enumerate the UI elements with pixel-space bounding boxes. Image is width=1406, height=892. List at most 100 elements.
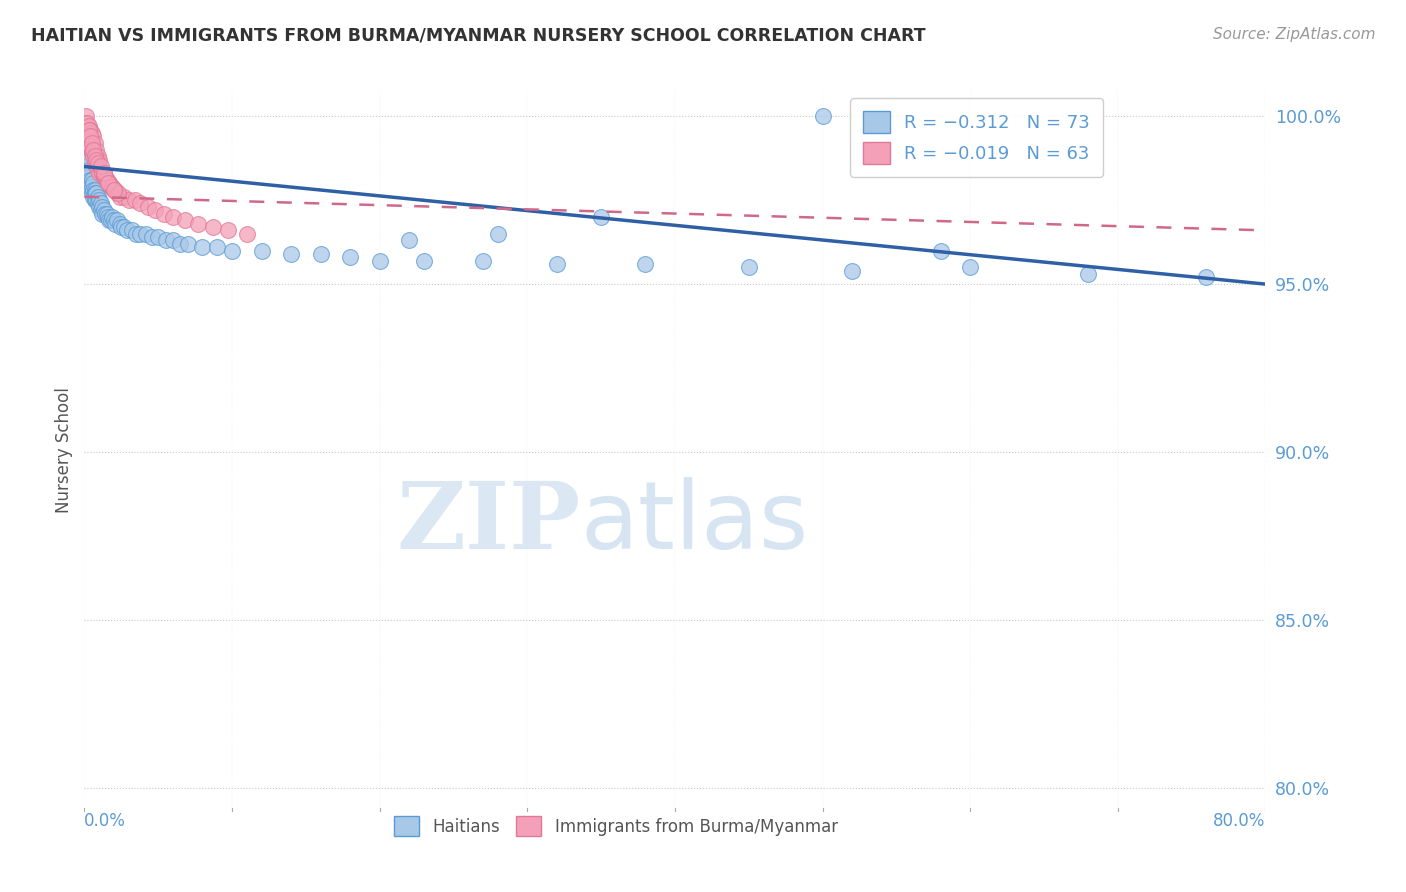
Point xyxy=(86,156,108,170)
Point xyxy=(221,244,243,258)
Point xyxy=(93,166,115,180)
Point xyxy=(86,190,108,204)
Point xyxy=(135,227,157,241)
Point xyxy=(93,169,115,184)
Point xyxy=(80,146,103,161)
Point xyxy=(155,234,177,248)
Point xyxy=(87,200,111,214)
Point xyxy=(110,219,132,234)
Point xyxy=(76,153,98,167)
Point xyxy=(368,253,391,268)
Point xyxy=(98,176,121,190)
Point xyxy=(103,213,125,227)
Point xyxy=(207,240,229,254)
Point xyxy=(94,169,117,184)
Point xyxy=(236,227,259,241)
Point xyxy=(98,176,121,190)
Point xyxy=(82,190,104,204)
Point xyxy=(398,234,420,248)
Point xyxy=(148,230,170,244)
Point xyxy=(96,173,118,187)
Text: HAITIAN VS IMMIGRANTS FROM BURMA/MYANMAR NURSERY SCHOOL CORRELATION CHART: HAITIAN VS IMMIGRANTS FROM BURMA/MYANMAR… xyxy=(31,27,925,45)
Point xyxy=(738,260,761,275)
Point xyxy=(84,186,107,201)
Point xyxy=(105,186,128,201)
Point xyxy=(97,176,120,190)
Point xyxy=(94,206,117,220)
Point xyxy=(546,257,568,271)
Point xyxy=(413,253,436,268)
Point xyxy=(201,219,224,234)
Point xyxy=(811,109,834,123)
Point xyxy=(100,179,122,194)
Point xyxy=(76,116,98,130)
Point xyxy=(162,234,184,248)
Point xyxy=(217,223,239,237)
Point xyxy=(959,260,981,275)
Point xyxy=(76,160,98,174)
Point xyxy=(84,143,107,157)
Point xyxy=(77,119,100,133)
Point xyxy=(84,153,107,167)
Point xyxy=(75,149,97,163)
Point xyxy=(82,183,104,197)
Point xyxy=(169,236,191,251)
Point xyxy=(339,250,361,264)
Point xyxy=(90,196,112,211)
Point xyxy=(79,129,101,144)
Point xyxy=(77,169,100,184)
Point xyxy=(1077,267,1099,281)
Point xyxy=(79,139,101,153)
Point xyxy=(136,200,159,214)
Point xyxy=(486,227,509,241)
Point xyxy=(83,149,105,163)
Point xyxy=(112,219,135,234)
Point xyxy=(125,227,148,241)
Point xyxy=(77,133,100,147)
Point xyxy=(250,244,273,258)
Point xyxy=(103,183,125,197)
Point xyxy=(124,193,146,207)
Point xyxy=(90,162,112,177)
Point xyxy=(83,193,105,207)
Text: atlas: atlas xyxy=(581,476,808,569)
Point xyxy=(103,183,125,197)
Point xyxy=(280,247,302,261)
Point xyxy=(634,257,657,271)
Point xyxy=(83,183,105,197)
Point xyxy=(76,126,98,140)
Point xyxy=(143,203,166,218)
Point xyxy=(115,223,138,237)
Point xyxy=(112,190,135,204)
Point xyxy=(1195,270,1218,285)
Point xyxy=(79,122,101,136)
Point xyxy=(75,116,97,130)
Point xyxy=(309,247,332,261)
Point xyxy=(104,217,127,231)
Point xyxy=(141,230,163,244)
Point xyxy=(129,227,152,241)
Point xyxy=(87,153,111,167)
Point xyxy=(77,122,100,136)
Point xyxy=(177,236,200,251)
Point xyxy=(83,136,105,150)
Point xyxy=(153,206,176,220)
Point xyxy=(86,162,108,177)
Point xyxy=(121,223,143,237)
Point xyxy=(83,156,105,170)
Point xyxy=(82,129,104,144)
Point xyxy=(90,160,112,174)
Point xyxy=(79,179,101,194)
Point xyxy=(841,263,863,277)
Point xyxy=(101,210,124,224)
Point xyxy=(104,183,127,197)
Point xyxy=(84,160,107,174)
Point xyxy=(191,240,214,254)
Point xyxy=(82,143,104,157)
Point xyxy=(472,253,495,268)
Point xyxy=(80,136,103,150)
Point xyxy=(96,206,118,220)
Point xyxy=(80,179,103,194)
Point xyxy=(75,109,97,123)
Point xyxy=(91,206,114,220)
